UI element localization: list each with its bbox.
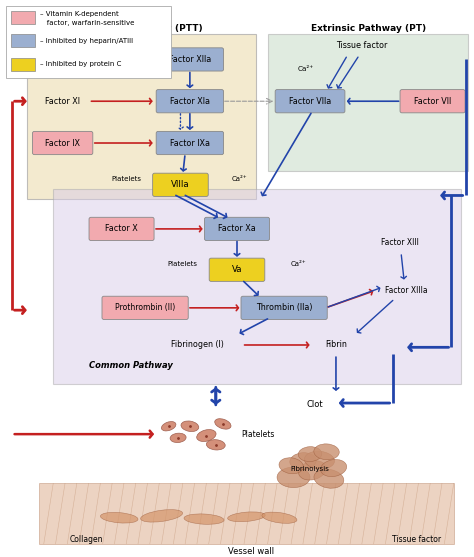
Text: Tissue factor: Tissue factor: [336, 41, 388, 50]
Text: – Vitamin K-dependent: – Vitamin K-dependent: [40, 11, 119, 17]
Text: Factor XIII: Factor XIII: [381, 238, 419, 247]
Ellipse shape: [298, 447, 322, 462]
FancyBboxPatch shape: [204, 217, 270, 241]
Text: Factor IXa: Factor IXa: [170, 139, 210, 148]
Text: Factor XIa: Factor XIa: [170, 97, 210, 106]
FancyBboxPatch shape: [33, 131, 93, 155]
Text: Platelets: Platelets: [168, 261, 198, 267]
Text: VIIIa: VIIIa: [171, 180, 190, 189]
Text: Factor IX: Factor IX: [45, 139, 80, 148]
Ellipse shape: [100, 512, 138, 523]
Bar: [11, 11, 36, 24]
Text: Fibrin: Fibrin: [325, 340, 347, 349]
Text: factor, warfarin-sensitive: factor, warfarin-sensitive: [40, 20, 135, 26]
Text: Thrombin (IIa): Thrombin (IIa): [256, 304, 312, 312]
Text: Fibrinogen (I): Fibrinogen (I): [171, 340, 223, 349]
Text: – Inhibited by heparin/ATIII: – Inhibited by heparin/ATIII: [40, 38, 133, 44]
Ellipse shape: [170, 433, 186, 442]
Ellipse shape: [290, 453, 316, 470]
Ellipse shape: [228, 512, 265, 522]
FancyBboxPatch shape: [209, 258, 265, 281]
Text: – Inhibited by protein C: – Inhibited by protein C: [40, 61, 121, 67]
Text: Platelets: Platelets: [111, 176, 141, 182]
Bar: [27, 34, 256, 199]
Text: Vessel wall: Vessel wall: [228, 547, 274, 556]
FancyBboxPatch shape: [89, 217, 154, 241]
Ellipse shape: [314, 444, 339, 460]
Ellipse shape: [184, 514, 224, 524]
Ellipse shape: [141, 510, 182, 522]
Text: Ca²⁺: Ca²⁺: [231, 176, 247, 182]
Text: Factor VII: Factor VII: [414, 97, 451, 106]
Ellipse shape: [277, 467, 310, 487]
FancyBboxPatch shape: [241, 296, 327, 320]
Text: Ca²⁺: Ca²⁺: [291, 261, 306, 267]
Text: Va: Va: [232, 265, 242, 274]
Text: Fibrinolysis: Fibrinolysis: [291, 466, 329, 472]
Ellipse shape: [314, 469, 344, 488]
FancyBboxPatch shape: [275, 90, 345, 113]
Text: Tissue factor: Tissue factor: [392, 535, 441, 544]
Text: Platelets: Platelets: [242, 429, 275, 439]
Ellipse shape: [206, 439, 225, 450]
Bar: [268, 34, 468, 171]
Text: Clot: Clot: [306, 400, 323, 409]
Text: Prothrombin (II): Prothrombin (II): [115, 304, 175, 312]
Text: Extrinsic Pathway (PT): Extrinsic Pathway (PT): [311, 24, 427, 33]
Ellipse shape: [299, 461, 326, 480]
FancyBboxPatch shape: [156, 90, 224, 113]
Text: Factor XI: Factor XI: [45, 97, 80, 106]
FancyBboxPatch shape: [6, 6, 171, 78]
FancyBboxPatch shape: [156, 131, 224, 155]
Text: Factor VIIa: Factor VIIa: [289, 97, 331, 106]
Ellipse shape: [197, 429, 216, 442]
Ellipse shape: [279, 458, 303, 473]
Text: HMWK: HMWK: [114, 42, 138, 48]
FancyBboxPatch shape: [153, 173, 208, 197]
Text: Factor XII: Factor XII: [44, 55, 81, 64]
Ellipse shape: [304, 451, 335, 469]
Ellipse shape: [215, 419, 231, 429]
FancyBboxPatch shape: [400, 90, 465, 113]
Bar: [11, 35, 36, 47]
Bar: [53, 189, 461, 384]
Text: Factor XIIa: Factor XIIa: [169, 55, 211, 64]
Text: Ca²⁺: Ca²⁺: [297, 66, 313, 72]
Ellipse shape: [162, 422, 176, 431]
Text: Common Pathway: Common Pathway: [89, 361, 173, 370]
Ellipse shape: [262, 512, 297, 524]
Bar: [39, 483, 454, 544]
Ellipse shape: [320, 460, 346, 477]
Text: Intrinsic Pathway (PTT): Intrinsic Pathway (PTT): [83, 24, 202, 33]
Text: Factor XIIIa: Factor XIIIa: [385, 286, 428, 295]
Text: KAL: KAL: [119, 52, 133, 58]
Text: Factor X: Factor X: [105, 224, 138, 233]
Bar: [11, 57, 36, 71]
FancyBboxPatch shape: [156, 48, 224, 71]
FancyBboxPatch shape: [102, 296, 188, 320]
Ellipse shape: [181, 421, 199, 432]
Text: Collagen: Collagen: [70, 535, 103, 544]
Text: Factor Xa: Factor Xa: [218, 224, 256, 233]
